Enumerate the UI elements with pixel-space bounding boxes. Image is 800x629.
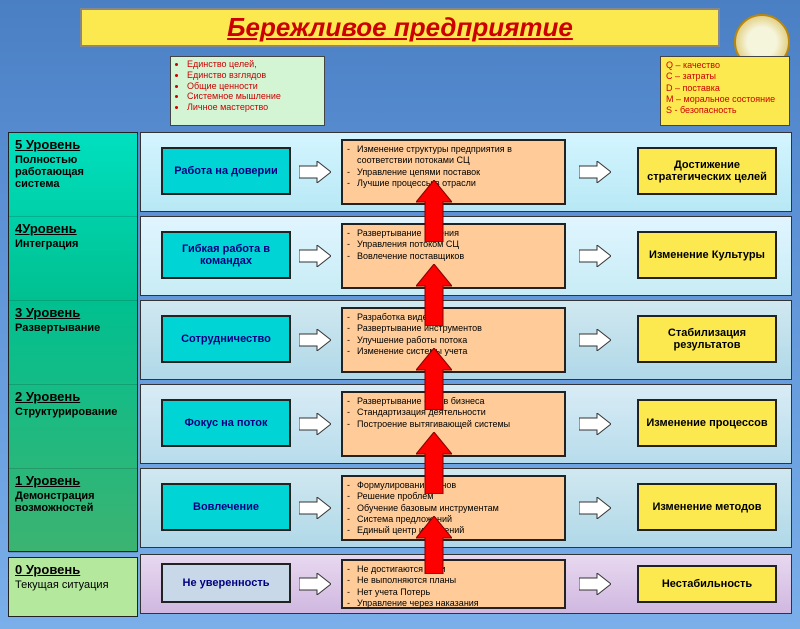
details-box: Развертывание основ бизнесаСтандартизаци…: [341, 391, 566, 457]
level-row-0: Не уверенность Не достигаются целиНе выпо…: [140, 554, 792, 614]
arrow-right-icon: [579, 497, 611, 519]
legend-item: M – моральное состояние: [666, 94, 784, 105]
sidebar: 5 Уровень Полностью работающая система 4Ур…: [8, 132, 138, 552]
level-row-3: Сотрудничество Разработка виденияРазверты…: [140, 300, 792, 380]
detail-item: Единый центр изменений: [357, 525, 558, 536]
detail-item: Управление цепями поставок: [357, 167, 558, 178]
level-row-2: Фокус на поток Развертывание основ бизнес…: [140, 384, 792, 464]
detail-item: Развертывание видения: [357, 228, 558, 239]
result-box: Нестабильность: [637, 565, 777, 603]
principle-item: Общие ценности: [187, 81, 320, 92]
level-subtitle: Полностью работающая система: [15, 154, 131, 190]
principles-box: Единство целей,Единство взглядовОбщие це…: [170, 56, 325, 126]
red-arrow-icon: [416, 432, 452, 494]
top-boxes: Единство целей,Единство взглядовОбщие це…: [170, 56, 790, 128]
detail-item: Нет учета Потерь: [357, 587, 558, 598]
details-box: Изменение структуры предприятия в соотве…: [341, 139, 566, 205]
sidebar-level-4: 4Уровень Интеграция: [9, 217, 137, 301]
detail-item: Формулирование основ: [357, 480, 558, 491]
principle-item: Системное мышление: [187, 91, 320, 102]
detail-item: Развертывание инструментов: [357, 323, 558, 334]
details-box: Развертывание виденияУправления потоком …: [341, 223, 566, 289]
details-box: Не достигаются целиНе выполняются планыН…: [341, 559, 566, 609]
rows: Работа на доверии Изменение структуры пре…: [140, 132, 792, 618]
level-row-1: Вовлечение Формулирование основРешение пр…: [140, 468, 792, 548]
legend-item: D – поставка: [666, 83, 784, 94]
level-title: 2 Уровень: [15, 389, 131, 404]
level-subtitle: Демонстрация возможностей: [15, 490, 131, 514]
arrow-right-icon: [579, 245, 611, 267]
detail-item: Вовлечение поставщиков: [357, 251, 558, 262]
result-box: Стабилизация результатов: [637, 315, 777, 363]
principle-item: Единство взглядов: [187, 70, 320, 81]
sidebar-level-5: 5 Уровень Полностью работающая система: [9, 133, 137, 217]
levels-container: 5 Уровень Полностью работающая система 4Ур…: [8, 132, 792, 621]
sidebar-level-1: 1 Уровень Демонстрация возможностей: [9, 469, 137, 553]
result-box: Изменение методов: [637, 483, 777, 531]
arrow-right-icon: [579, 413, 611, 435]
level-title: 3 Уровень: [15, 305, 131, 320]
red-arrow-icon: [416, 516, 452, 574]
details-box: Разработка виденияРазвертывание инструме…: [341, 307, 566, 373]
arrow-right-icon: [299, 161, 331, 183]
legend-item: C – затраты: [666, 71, 784, 82]
red-arrow-icon: [416, 264, 452, 326]
detail-item: Улучшение работы потока: [357, 335, 558, 346]
legend-item: S - безопасность: [666, 105, 784, 116]
level-title: 1 Уровень: [15, 473, 131, 488]
detail-item: Решение проблем: [357, 491, 558, 502]
stage-box: Гибкая работа в командах: [161, 231, 291, 279]
page-title: Бережливое предприятие: [227, 12, 573, 42]
level-subtitle: Структурирование: [15, 406, 131, 418]
stage-box: Работа на доверии: [161, 147, 291, 195]
arrow-right-icon: [299, 497, 331, 519]
red-arrow-icon: [416, 180, 452, 242]
detail-item: Управления потоком СЦ: [357, 239, 558, 250]
principle-item: Единство целей,: [187, 59, 320, 70]
level-subtitle: Развертывание: [15, 322, 131, 334]
detail-item: Не достигаются цели: [357, 564, 558, 575]
stage-box: Вовлечение: [161, 483, 291, 531]
legend-item: Q – качество: [666, 60, 784, 71]
detail-item: Развертывание основ бизнеса: [357, 396, 558, 407]
detail-item: Разработка видения: [357, 312, 558, 323]
sidebar-level-0: 0 Уровень Текущая ситуация: [8, 557, 138, 617]
level-title: 5 Уровень: [15, 137, 131, 152]
arrow-right-icon: [579, 573, 611, 595]
result-box: Изменение Культуры: [637, 231, 777, 279]
principle-item: Личное мастерство: [187, 102, 320, 113]
arrow-right-icon: [299, 329, 331, 351]
stage-box: Не уверенность: [161, 563, 291, 603]
arrow-right-icon: [299, 413, 331, 435]
detail-item: Управление через наказания: [357, 598, 558, 609]
level-row-4: Гибкая работа в командах Развертывание ви…: [140, 216, 792, 296]
detail-item: Изменение структуры предприятия в соотве…: [357, 144, 558, 167]
level-title: 4Уровень: [15, 221, 131, 236]
detail-item: Не выполняются планы: [357, 575, 558, 586]
sidebar-level-3: 3 Уровень Развертывание: [9, 301, 137, 385]
arrow-right-icon: [579, 329, 611, 351]
detail-item: Обучение базовым инструментам: [357, 503, 558, 514]
detail-item: Изменение системы учета: [357, 346, 558, 357]
title-bar: Бережливое предприятие: [80, 8, 720, 47]
stage-box: Сотрудничество: [161, 315, 291, 363]
details-box: Формулирование основРешение проблемОбуче…: [341, 475, 566, 541]
detail-item: Система предложений: [357, 514, 558, 525]
arrow-right-icon: [299, 245, 331, 267]
detail-item: Построение вытягивающей системы: [357, 419, 558, 430]
level-title: 0 Уровень: [15, 562, 131, 577]
level-row-5: Работа на доверии Изменение структуры пре…: [140, 132, 792, 212]
legend-box: Q – качествоC – затратыD – поставкаM – м…: [660, 56, 790, 126]
stage-box: Фокус на поток: [161, 399, 291, 447]
sidebar-level-2: 2 Уровень Структурирование: [9, 385, 137, 469]
detail-item: Лучшие процессы в отрасли: [357, 178, 558, 189]
arrow-right-icon: [579, 161, 611, 183]
red-arrow-icon: [416, 348, 452, 410]
level-subtitle: Текущая ситуация: [15, 579, 131, 591]
detail-item: Стандартизация деятельности: [357, 407, 558, 418]
result-box: Достижение стратегических целей: [637, 147, 777, 195]
arrow-right-icon: [299, 573, 331, 595]
level-subtitle: Интеграция: [15, 238, 131, 250]
result-box: Изменение процессов: [637, 399, 777, 447]
